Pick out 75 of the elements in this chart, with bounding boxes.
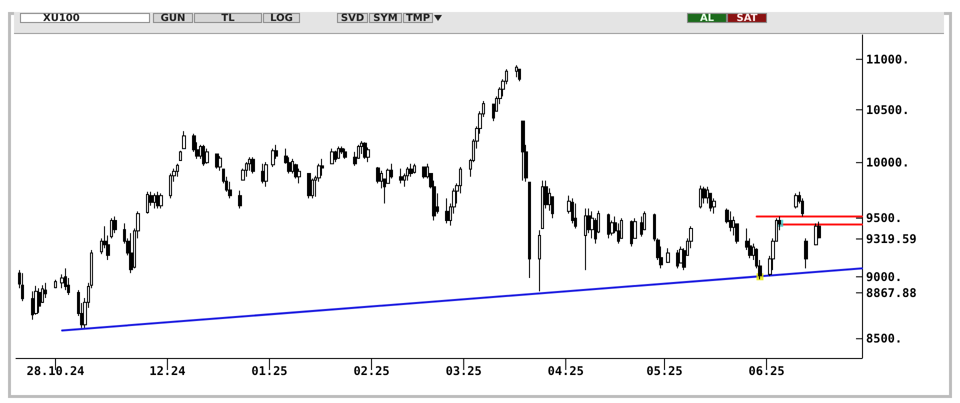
- candlestick: [205, 148, 209, 164]
- candlestick: [804, 238, 808, 269]
- candlestick: [64, 268, 67, 291]
- candlestick: [541, 180, 544, 230]
- y-tick-label: 10000.: [866, 156, 910, 170]
- y-tick-label: 11000.: [866, 52, 910, 66]
- toolbar-button: TMP: [403, 13, 433, 23]
- candlestick: [334, 150, 337, 163]
- candlestick: [518, 68, 521, 82]
- candlestick: [153, 192, 156, 210]
- candlestick: [343, 148, 347, 160]
- candlestick: [337, 146, 340, 160]
- candlestick: [44, 282, 47, 299]
- x-tick-label: 12.24: [149, 364, 186, 378]
- candlestick: [729, 210, 732, 232]
- candlestick: [54, 279, 57, 289]
- candlestick: [676, 250, 679, 269]
- y-tick-label: 8500.: [866, 332, 902, 346]
- candlestick: [37, 288, 41, 314]
- candlestick: [21, 272, 24, 302]
- candlestick: [218, 156, 222, 172]
- candlestick: [182, 130, 186, 150]
- candlestick: [238, 190, 242, 210]
- y-tick-label: 9319.59: [866, 232, 917, 246]
- candlestick: [528, 181, 531, 278]
- y-tick-label: 10500.: [866, 102, 910, 117]
- candlestick: [156, 191, 159, 210]
- candlestick: [291, 158, 294, 174]
- x-tick-label: 01.25: [251, 364, 288, 378]
- toolbar-button: TL: [194, 13, 262, 23]
- candlestick: [251, 156, 255, 174]
- y-tick-label: 9000.: [866, 270, 902, 284]
- candlestick: [330, 148, 334, 164]
- candlestick: [607, 213, 610, 239]
- x-tick-label: 04.25: [548, 364, 584, 378]
- candlestick: [521, 120, 525, 182]
- x-tick-label: 28.10.24: [26, 364, 84, 378]
- candlestick: [584, 208, 587, 271]
- x-tick-label: 03.25: [446, 364, 482, 378]
- x-tick-label: 02.25: [353, 364, 390, 378]
- candlestick: [699, 185, 702, 210]
- candlestick: [202, 144, 205, 166]
- candlestick: [794, 192, 798, 210]
- candlestick: [422, 166, 426, 179]
- candlestick: [307, 173, 311, 199]
- toolbar-button: SAT: [727, 13, 767, 23]
- candlestick: [538, 230, 541, 292]
- toolbar-button: SYM: [369, 13, 402, 23]
- toolbar-button: LOG: [263, 13, 300, 23]
- toolbar-button: GUN: [153, 13, 193, 23]
- candlestick: [574, 202, 577, 230]
- candlestick: [271, 148, 275, 168]
- x-tick-label: 06.25: [748, 364, 785, 378]
- candlestick: [409, 163, 413, 178]
- candlestick: [640, 216, 643, 238]
- candlestick: [666, 248, 670, 264]
- y-tick-label: 8867.88: [866, 286, 917, 300]
- candlestick: [179, 150, 182, 162]
- candlestick: [159, 192, 163, 210]
- symbol-field: XU100: [20, 13, 150, 23]
- candlestick: [129, 232, 133, 274]
- toolbar-button: AL: [687, 13, 727, 23]
- candlestick: [413, 163, 416, 174]
- candlestick: [399, 168, 403, 184]
- candlestick: [228, 181, 232, 199]
- toolbar-button: SVD: [337, 13, 368, 23]
- candlestick: [630, 220, 633, 248]
- x-tick-label: 05.25: [646, 364, 683, 378]
- y-tick-label: 9500.: [866, 211, 902, 226]
- candlestick: [264, 162, 268, 188]
- candlestick: [176, 163, 179, 178]
- candlestick: [110, 218, 113, 239]
- candlestick: [445, 198, 449, 224]
- candlestick: [146, 191, 149, 214]
- candlestick: [515, 64, 518, 78]
